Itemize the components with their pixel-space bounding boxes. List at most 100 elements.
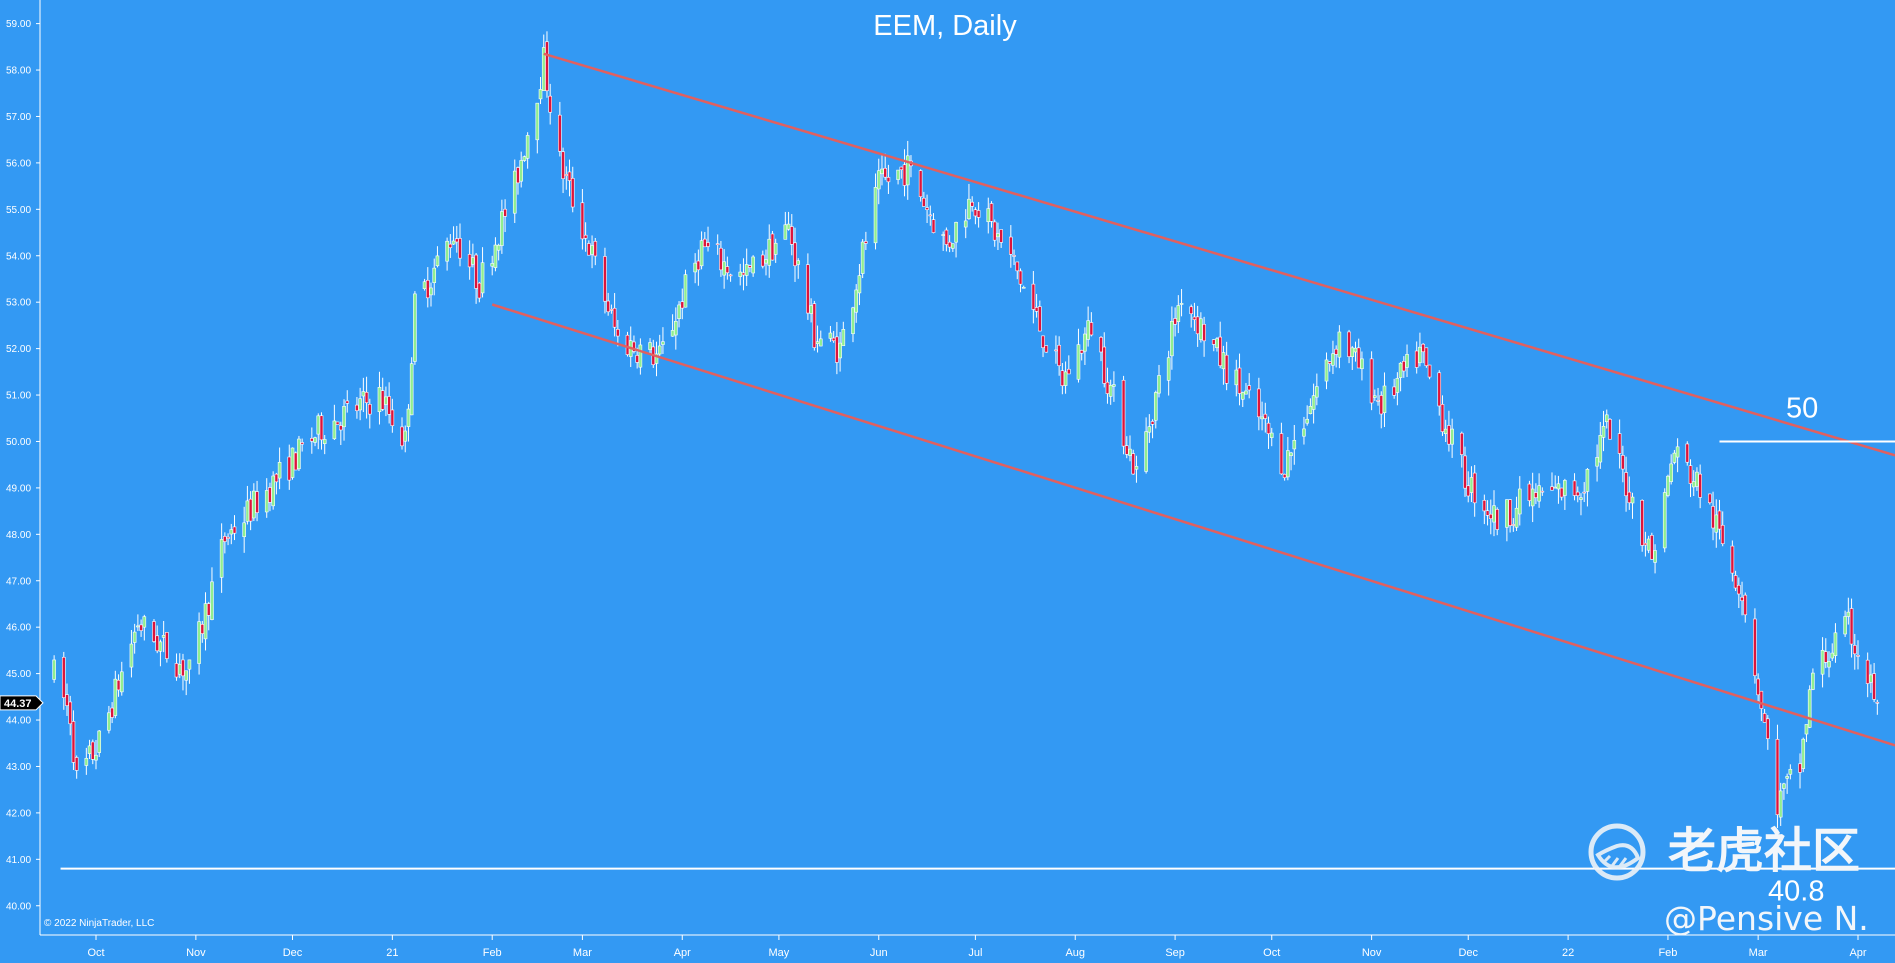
candle-up (107, 712, 111, 731)
candle-down (715, 243, 720, 246)
candle-series (52, 31, 1880, 828)
candle-down (1740, 596, 1744, 602)
candle-down (1054, 349, 1058, 352)
candle-down (1823, 651, 1828, 663)
candle-up (1450, 428, 1454, 445)
candle-down (110, 707, 114, 718)
candle-down (944, 229, 949, 245)
candle-up (986, 208, 991, 222)
y-tick-label: 46.00 (6, 623, 31, 634)
candle-up (876, 170, 881, 190)
x-tick-label: Sep (1165, 947, 1185, 959)
y-tick-label: 51.00 (6, 391, 31, 402)
candle-up (1595, 457, 1599, 467)
candle-up (1289, 452, 1293, 457)
candle-up (1395, 378, 1400, 393)
candle-up (1469, 477, 1474, 493)
candle-down (1150, 421, 1155, 425)
candle-down (1421, 343, 1425, 353)
candle-down (268, 487, 272, 503)
candle-up (1234, 369, 1239, 386)
candle-down (886, 177, 891, 183)
candle-up (1804, 724, 1809, 735)
candle-up (422, 281, 427, 289)
candle-up (1076, 344, 1081, 380)
candle-down (902, 164, 907, 186)
candle-up (1153, 392, 1158, 421)
candle-up (322, 439, 327, 444)
y-tick-group: 40.00 41.00 42.00 43.00 44.00 45.00 46.00 47.00… (6, 19, 40, 912)
candle-up (490, 263, 495, 267)
chart-title: EEM, Daily (873, 10, 1017, 42)
candle-up (451, 240, 456, 245)
candle-down (1192, 316, 1197, 320)
candle-down (310, 438, 314, 442)
candle-down (609, 309, 614, 311)
candle-down (1753, 618, 1757, 676)
candle-down (1720, 524, 1725, 545)
candle-up (751, 256, 755, 274)
candle-up (132, 631, 137, 643)
candle-up (252, 490, 256, 519)
candle-down (1711, 506, 1715, 529)
candle-down (931, 219, 936, 233)
candle-down (339, 425, 343, 431)
candle-down (345, 400, 350, 404)
candle-down (1856, 654, 1860, 657)
candle-up (880, 168, 884, 175)
candle-up (738, 271, 743, 277)
annotation-layer: 50 40.8 (60, 52, 1895, 908)
candle-up (1221, 352, 1226, 370)
channel-upper-line[interactable] (543, 52, 1895, 458)
candle-up (857, 275, 862, 294)
candle-up (786, 223, 791, 230)
candle-down (564, 174, 569, 176)
channel-lower-line[interactable] (491, 303, 1895, 748)
last-price-box (0, 695, 44, 711)
candle-up (963, 220, 968, 228)
candle-up (1134, 466, 1139, 470)
candle-down (71, 721, 76, 763)
candle-up (967, 198, 971, 220)
candle-up (403, 430, 408, 442)
candle-up (277, 462, 282, 479)
candle-up (245, 500, 250, 522)
candle-down (355, 404, 359, 411)
candle-down (1189, 306, 1194, 315)
candle-down (1124, 445, 1129, 455)
candle-up (896, 169, 900, 180)
candle-down (1730, 545, 1735, 574)
candle-down (1508, 499, 1512, 526)
candle-up (1083, 333, 1087, 352)
candle-down (474, 254, 478, 289)
candle-down (1511, 524, 1516, 526)
candle-down (1762, 713, 1767, 723)
candle-down (1872, 673, 1876, 700)
candle-down (561, 151, 565, 180)
candle-down (68, 701, 73, 725)
candle-up (648, 342, 652, 350)
candle-up (1324, 359, 1329, 382)
candle-down (274, 473, 279, 483)
candle-down (1392, 386, 1396, 396)
candle-up (94, 754, 98, 761)
candle-up (1830, 652, 1835, 659)
candle-down (1459, 432, 1464, 455)
candle-down (181, 659, 185, 677)
candle-down (1447, 425, 1451, 445)
candle-down (1067, 368, 1071, 375)
candle-up (1147, 426, 1152, 433)
candle-up (1846, 611, 1851, 617)
candle-up (177, 664, 182, 675)
candle-down (680, 301, 685, 309)
candle-up (873, 187, 878, 244)
resistance-label: 50 (1786, 392, 1818, 424)
tiger-logo-icon (1588, 823, 1646, 881)
candle-down (1424, 347, 1429, 367)
candle-down (1379, 395, 1384, 415)
candle-down (1347, 331, 1351, 357)
candle-up (1785, 776, 1789, 779)
candle-down (612, 307, 617, 328)
candle-up (229, 529, 234, 535)
